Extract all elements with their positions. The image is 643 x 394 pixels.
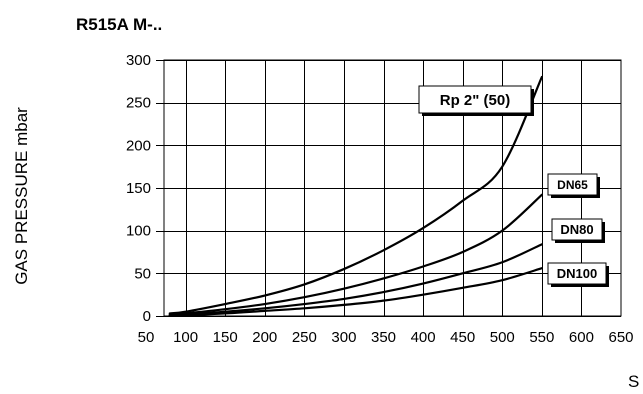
series-label-frame xyxy=(547,262,607,285)
series-label-box: DN65 xyxy=(547,173,600,198)
series-label-frame xyxy=(547,173,598,196)
series-line xyxy=(168,267,543,317)
x-tick-label: 300 xyxy=(331,329,356,346)
series-line xyxy=(168,243,543,317)
series-label-frame xyxy=(551,218,603,241)
x-tick-label: 500 xyxy=(490,329,515,346)
series xyxy=(168,75,543,317)
y-tick-label: 250 xyxy=(126,95,151,112)
y-tick-label: 0 xyxy=(143,308,151,325)
series-line xyxy=(168,75,543,315)
series-label-frame xyxy=(418,85,532,114)
x-tick-label: 550 xyxy=(529,329,554,346)
series-label: DN80 xyxy=(560,222,593,237)
x-tick-label: 200 xyxy=(252,329,277,346)
tick-labels: 50 100 150 200 250 300 350 400 450 500 550 600 650 0 5… xyxy=(126,52,634,346)
x-tick-label: 250 xyxy=(292,329,317,346)
x-axis-label: S xyxy=(628,372,639,391)
series-labels: Rp 2" (50) DN65 DN80 DN100 xyxy=(418,85,609,287)
x-tick-label: 400 xyxy=(411,329,436,346)
series-label-box: DN100 xyxy=(547,262,609,287)
series-label: DN100 xyxy=(557,266,597,281)
x-tick-label: 100 xyxy=(173,329,198,346)
y-tick-label: 150 xyxy=(126,180,151,197)
series-label: DN65 xyxy=(557,178,588,192)
y-tick-label: 50 xyxy=(134,265,151,282)
x-tick-label: 50 xyxy=(138,329,155,346)
y-axis-label: GAS PRESSURE mbar xyxy=(12,107,31,285)
plot-area xyxy=(163,59,622,317)
x-tick-label: 150 xyxy=(213,329,238,346)
series-line xyxy=(168,193,543,317)
x-tick-label: 650 xyxy=(608,329,633,346)
x-tick-label: 350 xyxy=(371,329,396,346)
series-label-box: DN80 xyxy=(551,218,605,243)
y-tick-label: 300 xyxy=(126,52,151,69)
series-label-box: Rp 2" (50) xyxy=(418,85,534,116)
x-tick-label: 450 xyxy=(450,329,475,346)
chart-title: R515A M-.. xyxy=(76,15,162,34)
y-tick-label: 100 xyxy=(126,223,151,240)
y-tick-label: 200 xyxy=(126,137,151,154)
x-tick-label: 600 xyxy=(569,329,594,346)
series-label: Rp 2" (50) xyxy=(440,92,510,109)
